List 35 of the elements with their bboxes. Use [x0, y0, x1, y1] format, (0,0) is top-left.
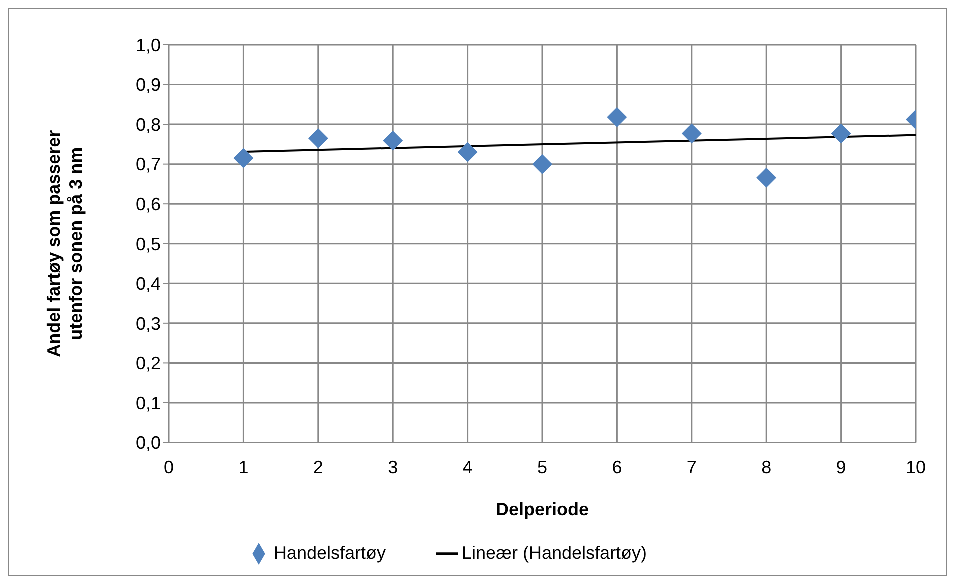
x-tick-label: 4 — [462, 458, 473, 478]
y-tick-label: 0,0 — [136, 433, 161, 454]
y-tick-label: 0,8 — [136, 114, 161, 135]
x-tick-label: 10 — [906, 458, 926, 478]
y-tick-label: 0,4 — [136, 274, 161, 294]
y-tick-label: 0,1 — [136, 393, 161, 414]
point — [458, 142, 478, 162]
y-tick-label: 0,2 — [136, 354, 161, 374]
x-tick-label: 3 — [388, 458, 398, 478]
x-tick-label: 1 — [238, 458, 249, 478]
y-tick-label: 0,6 — [136, 194, 161, 214]
point — [756, 168, 777, 188]
x-tick-label: 6 — [612, 458, 622, 478]
point — [308, 128, 328, 148]
point — [682, 124, 702, 144]
x-tick-label: 7 — [686, 458, 697, 478]
point — [532, 154, 552, 174]
x-tick-label: 8 — [762, 458, 772, 478]
x-tick-label: 9 — [836, 458, 846, 478]
point — [607, 107, 628, 128]
y-tick-label: 0,9 — [136, 75, 161, 96]
x-tick-label: 5 — [537, 458, 548, 478]
x-tick-label: 2 — [313, 458, 324, 478]
legend-label: Handelsfartøy — [274, 542, 386, 563]
y-axis-title: Andel fartøy som passerer utenfor sonen på 3 nm — [44, 130, 86, 358]
y-tick-label: 0,5 — [136, 234, 161, 254]
point — [234, 148, 254, 168]
x-axis-title: Delperiode — [496, 500, 590, 520]
y-tick-label: 1,0 — [136, 35, 161, 56]
legend-label: Lineær (Handelsfartøy) — [462, 542, 648, 563]
point — [831, 124, 852, 144]
y-tick-label: 0,3 — [136, 314, 161, 334]
x-tick-label: 0 — [164, 458, 174, 478]
y-tick-label: 0,7 — [136, 154, 161, 175]
point — [383, 130, 404, 151]
